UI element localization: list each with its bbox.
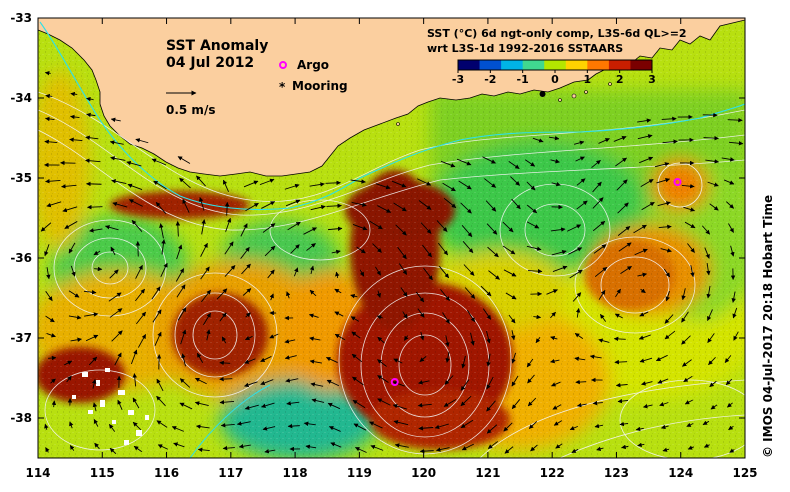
current-vectors bbox=[40, 70, 744, 455]
x-tick-label: 116 bbox=[154, 466, 180, 480]
colorbar-tick-label: -2 bbox=[484, 73, 497, 86]
legend-line2: wrt L3S-1d 1992-2016 SSTAARS bbox=[427, 42, 624, 55]
x-tick-label: 122 bbox=[539, 466, 565, 480]
mooring-legend-marker: * bbox=[279, 80, 286, 94]
y-tick-label: -38 bbox=[10, 411, 32, 425]
x-tick-label: 114 bbox=[25, 466, 51, 480]
colorbar-tick-label: -3 bbox=[451, 73, 465, 86]
y-tick-label: -33 bbox=[10, 11, 32, 25]
x-tick-label: 120 bbox=[411, 466, 437, 480]
colorbar-segment bbox=[522, 60, 545, 70]
colorbar-segment bbox=[587, 60, 610, 70]
colorbar-segment bbox=[630, 60, 653, 70]
colorbar-tick-label: 1 bbox=[583, 73, 592, 86]
mooring-marker bbox=[539, 91, 546, 97]
argo-float-marker bbox=[390, 378, 399, 386]
mooring-legend-label: Mooring bbox=[292, 79, 348, 93]
x-tick-label: 125 bbox=[732, 466, 758, 480]
sst-field bbox=[38, 18, 745, 458]
argo-legend-marker bbox=[279, 61, 287, 69]
colorbar-tick-label: 0 bbox=[551, 73, 559, 86]
x-tick-label: 123 bbox=[603, 466, 629, 480]
x-tick-label: 121 bbox=[475, 466, 501, 480]
colorbar-segment bbox=[458, 60, 481, 70]
colorbar-tick-label: -1 bbox=[516, 73, 529, 86]
colorbar-segment bbox=[544, 60, 567, 70]
x-tick-label: 119 bbox=[346, 466, 372, 480]
colorbar-tick-label: 3 bbox=[648, 73, 656, 86]
y-tick-label: -36 bbox=[10, 251, 32, 265]
legend-line1: SST (°C) 6d ngt-only comp, L3S-6d QL>=2 bbox=[427, 27, 687, 40]
x-tick-label: 118 bbox=[282, 466, 308, 480]
colorbar bbox=[457, 59, 653, 73]
colorbar-segment bbox=[608, 60, 631, 70]
argo-legend-label: Argo bbox=[297, 58, 330, 72]
x-tick-label: 115 bbox=[89, 466, 115, 480]
colorbar-segment bbox=[479, 60, 502, 70]
land-mass bbox=[38, 18, 745, 177]
y-tick-label: -34 bbox=[10, 91, 32, 105]
scale-label: 0.5 m/s bbox=[166, 103, 216, 117]
y-tick-label: -35 bbox=[10, 171, 32, 185]
title-date: 04 Jul 2012 bbox=[166, 55, 255, 71]
legend-title: SST (°C) 6d ngt-only comp, L3S-6d QL>=2 … bbox=[427, 26, 687, 56]
colorbar-tick-label: 2 bbox=[615, 73, 624, 86]
colorbar-segment bbox=[565, 60, 588, 70]
map-title: SST Anomaly 04 Jul 2012 bbox=[166, 38, 268, 72]
x-tick-label: 124 bbox=[668, 466, 694, 480]
argo-float-marker bbox=[673, 178, 682, 186]
imos-credit: © IMOS 04-Jul-2017 20:18 Hobart Time bbox=[761, 194, 775, 458]
title-text: SST Anomaly bbox=[166, 38, 269, 54]
colorbar-segment bbox=[501, 60, 524, 70]
y-tick-label: -37 bbox=[10, 331, 32, 345]
x-tick-label: 117 bbox=[218, 466, 244, 480]
